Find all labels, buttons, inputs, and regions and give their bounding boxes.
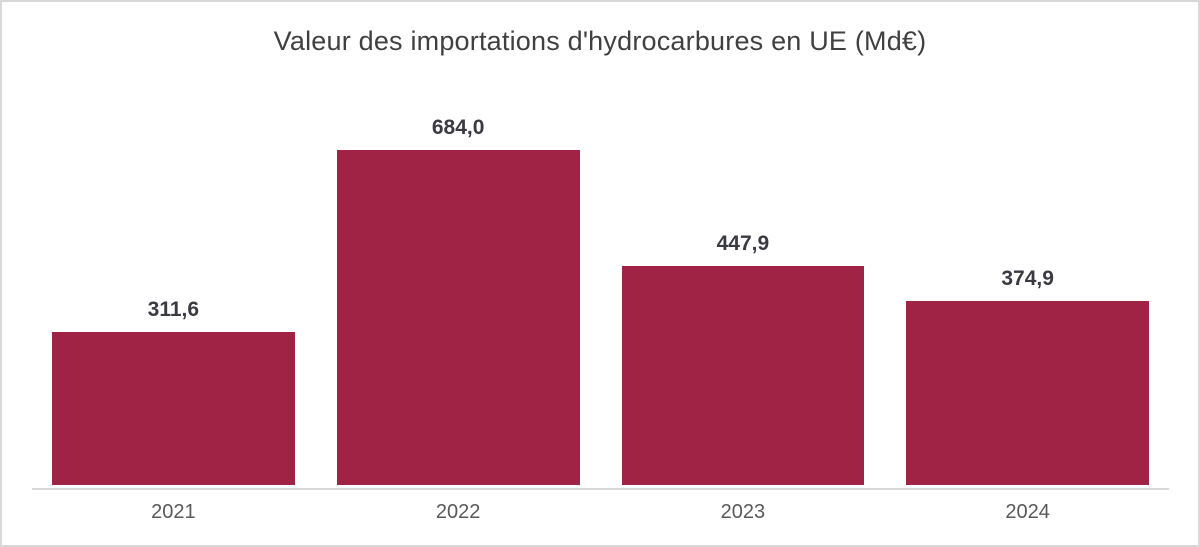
x-tick-label-2021: 2021 — [151, 501, 196, 523]
bar-value-label: 374,9 — [1001, 267, 1054, 290]
bar-value-label: 311,6 — [147, 298, 200, 321]
x-axis-ticks: 2021 2022 2023 2024 — [32, 501, 1169, 524]
x-tick-label-2022: 2022 — [435, 501, 481, 523]
x-axis-line — [32, 488, 1169, 490]
x-tick-label-2023: 2023 — [720, 501, 766, 523]
bar-group-2023: 447,9 — [621, 232, 865, 485]
bar-2022 — [336, 150, 580, 485]
bar-value-label: 684,0 — [431, 116, 485, 139]
bar-group-2024: 374,9 — [906, 267, 1149, 485]
bar-value-label: 447,9 — [716, 232, 770, 255]
plot-area: 311,6 684,0 447,9 374,9 — [32, 116, 1169, 485]
x-tick-label-2024: 2024 — [1005, 501, 1050, 523]
bar-group-2021: 311,6 — [52, 298, 295, 485]
bar-group-2022: 684,0 — [336, 116, 580, 485]
bar-2021 — [52, 332, 295, 485]
chart-title: Valeur des importations d'hydrocarbures … — [273, 26, 927, 56]
bar-2023 — [621, 266, 865, 485]
bar-2024 — [906, 301, 1149, 485]
